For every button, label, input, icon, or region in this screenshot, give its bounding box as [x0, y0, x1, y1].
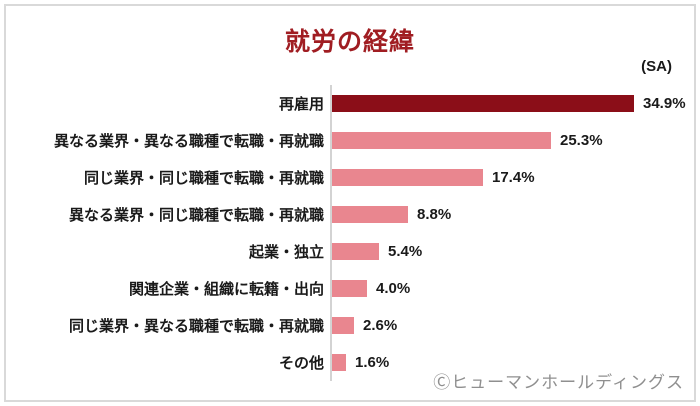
bar-area: 5.4%	[330, 233, 694, 270]
value-label: 34.9%	[643, 95, 686, 112]
bar-area: 2.6%	[330, 307, 694, 344]
value-label: 17.4%	[492, 169, 535, 186]
bar-area: 8.8%	[330, 196, 694, 233]
category-label: その他	[278, 355, 324, 372]
category-label: 異なる業界・異なる職種で転職・再就職	[53, 133, 324, 150]
bar	[332, 206, 408, 223]
chart-row: その他 1.6%	[4, 344, 694, 381]
category-label: 同じ業界・異なる職種で転職・再就職	[68, 318, 324, 335]
value-label: 1.6%	[355, 354, 390, 371]
category-label: 起業・独立	[248, 244, 324, 261]
category-label: 関連企業・組織に転籍・出向	[128, 281, 324, 298]
bar	[332, 354, 346, 371]
bar	[332, 169, 483, 186]
value-label: 25.3%	[560, 132, 603, 149]
bar	[332, 95, 634, 112]
bar	[332, 317, 354, 334]
chart-row: 同じ業界・異なる職種で転職・再就職 2.6%	[4, 307, 694, 344]
bar	[332, 132, 551, 149]
chart-row: 起業・独立 5.4%	[4, 233, 694, 270]
chart-row: 異なる業界・同じ職種で転職・再就職 8.8%	[4, 196, 694, 233]
chart-title: 就労の経緯	[284, 28, 415, 56]
copyright-watermark: Ⓒヒューマンホールディングス	[433, 373, 684, 392]
survey-type-note: (SA)	[641, 58, 672, 75]
value-label: 5.4%	[388, 243, 423, 260]
bar-area: 17.4%	[330, 159, 694, 196]
category-label: 異なる業界・同じ職種で転職・再就職	[68, 207, 324, 224]
bar-area: 4.0%	[330, 270, 694, 307]
horizontal-bar-chart: 再雇用 34.9% 異なる業界・異なる職種で転職・再就職 25.3% 同じ業界・…	[4, 85, 694, 381]
bar-area: 34.9%	[330, 85, 694, 122]
value-label: 2.6%	[363, 317, 398, 334]
bar-area: 25.3%	[330, 122, 694, 159]
chart-row: 異なる業界・異なる職種で転職・再就職 25.3%	[4, 122, 694, 159]
chart-row: 再雇用 34.9%	[4, 85, 694, 122]
value-label: 4.0%	[376, 280, 411, 297]
category-label: 同じ業界・同じ職種で転職・再就職	[83, 170, 324, 187]
bar	[332, 243, 379, 260]
category-label: 再雇用	[278, 96, 324, 113]
value-label: 8.8%	[417, 206, 452, 223]
bar-area: 1.6%	[330, 344, 694, 381]
bar	[332, 280, 367, 297]
chart-row: 同じ業界・同じ職種で転職・再就職 17.4%	[4, 159, 694, 196]
chart-row: 関連企業・組織に転籍・出向 4.0%	[4, 270, 694, 307]
